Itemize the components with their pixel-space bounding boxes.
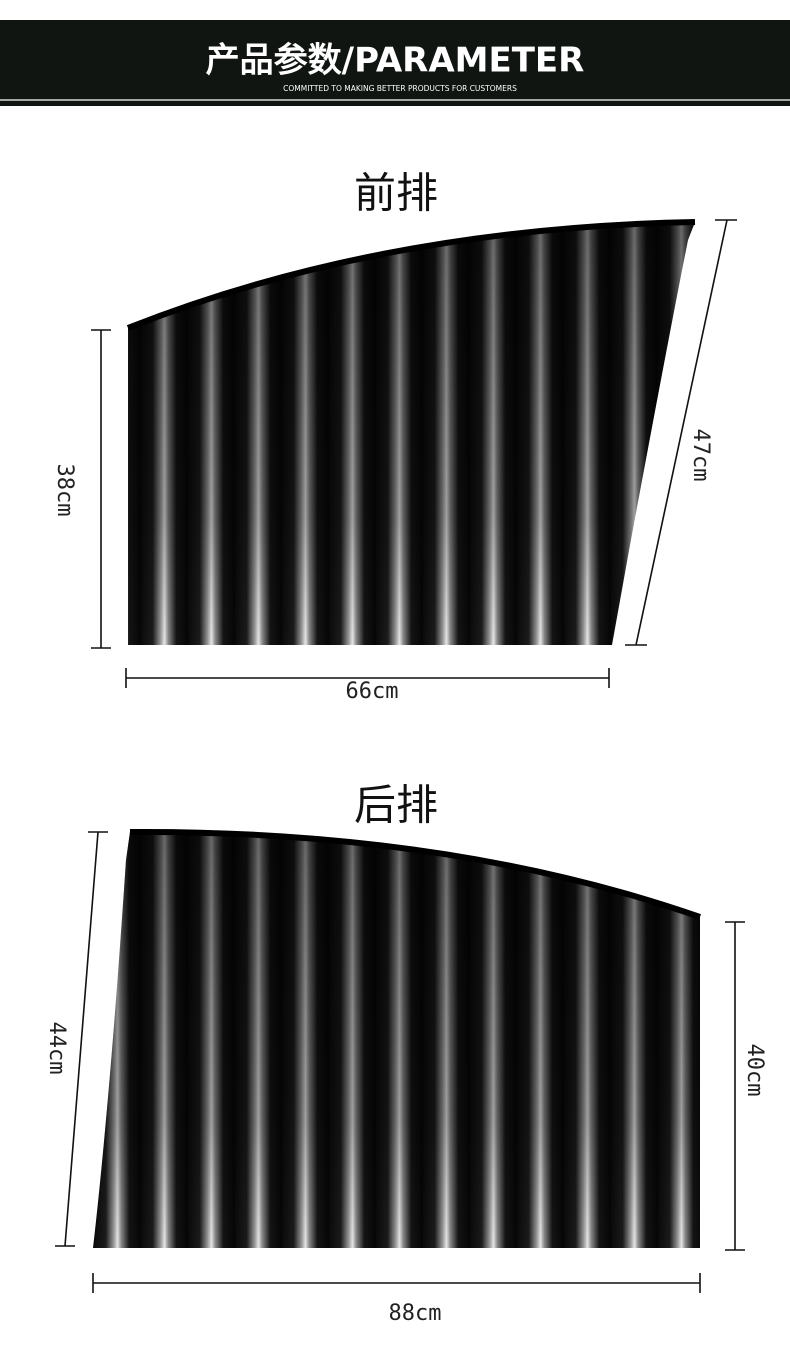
header: 产品参数/PARAMETER COMMITTED TO MAKING BETTE…	[0, 20, 790, 106]
header-subtitle: COMMITTED TO MAKING BETTER PRODUCTS FOR …	[283, 84, 517, 93]
front-width: 66cm	[346, 679, 399, 704]
header-title: 产品参数/PARAMETER	[206, 41, 585, 81]
front-curtain-shade	[128, 222, 695, 645]
front-section: 前排 38cm 47cm 66cm	[52, 169, 737, 704]
front-height: 38cm	[52, 464, 77, 517]
dim-line	[635, 219, 728, 646]
rear-rail	[129, 828, 701, 920]
front-label: 前排	[354, 169, 438, 218]
rear-height-right: 40cm	[742, 1044, 767, 1097]
header-bar	[0, 20, 790, 106]
rear-width: 88cm	[389, 1301, 442, 1326]
rear-label: 后排	[354, 781, 438, 830]
rear-section: 后排 44cm 40cm 88cm	[44, 781, 767, 1327]
dim-line	[64, 831, 99, 1247]
rear-curtain-shade	[93, 831, 700, 1248]
front-rail	[126, 219, 696, 331]
front-slant: 47cm	[688, 429, 713, 482]
rear-height-left: 44cm	[44, 1022, 69, 1075]
